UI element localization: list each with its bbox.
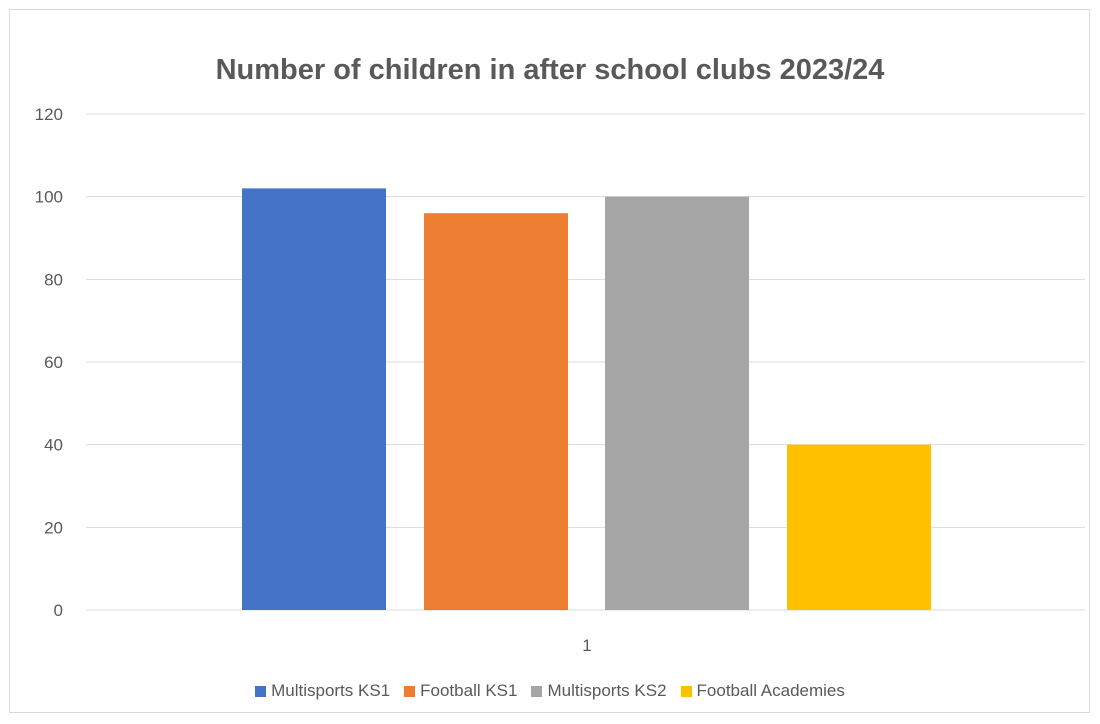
bar-football-academies bbox=[787, 444, 931, 610]
y-tick-label: 80 bbox=[44, 270, 63, 289]
y-tick-label: 20 bbox=[44, 518, 63, 537]
bars bbox=[242, 188, 931, 610]
x-axis-tick-labels: 1 bbox=[582, 636, 591, 655]
y-tick-label: 100 bbox=[35, 188, 63, 207]
bar-football-ks1 bbox=[424, 213, 568, 610]
legend-item: Multisports KS2 bbox=[531, 680, 667, 702]
y-tick-label: 60 bbox=[44, 353, 63, 372]
legend-label: Multisports KS1 bbox=[271, 681, 391, 700]
bar-multisports-ks1 bbox=[242, 188, 386, 610]
legend-item: Multisports KS1 bbox=[255, 680, 390, 702]
y-tick-label: 120 bbox=[35, 105, 63, 124]
chart-title: Number of children in after school clubs… bbox=[215, 54, 885, 86]
legend-swatch bbox=[531, 685, 543, 697]
y-axis-tick-labels: 0 20 40 60 80 100 120 bbox=[35, 105, 63, 620]
chart-legend: Multisports KS1 Football KS1 Multisports K… bbox=[0, 680, 1100, 702]
legend-swatch bbox=[255, 685, 267, 697]
legend-item: Football KS1 bbox=[404, 680, 517, 702]
legend-label: Football Academies bbox=[696, 681, 845, 700]
legend-label: Football KS1 bbox=[420, 681, 518, 700]
legend-label: Multisports KS2 bbox=[547, 681, 667, 700]
gridlines bbox=[86, 113, 1085, 611]
bar-multisports-ks2 bbox=[605, 196, 749, 610]
legend-swatch bbox=[404, 685, 416, 697]
x-category-label: 1 bbox=[582, 636, 591, 655]
legend-item: Football Academies bbox=[680, 680, 845, 702]
y-tick-label: 40 bbox=[44, 436, 63, 455]
legend-swatch bbox=[680, 685, 692, 697]
y-tick-label: 0 bbox=[54, 601, 63, 620]
